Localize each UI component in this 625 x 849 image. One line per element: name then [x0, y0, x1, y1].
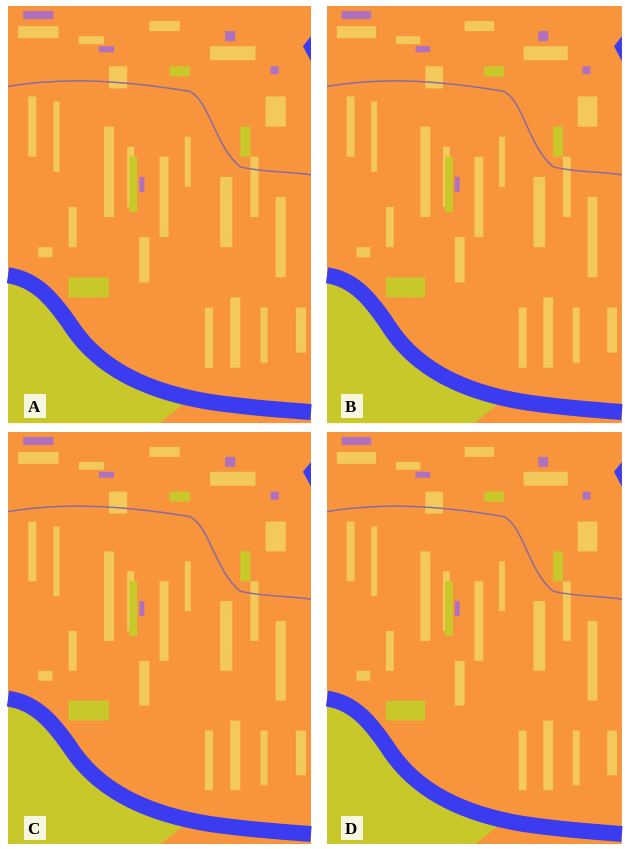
- panel-d: [327, 432, 622, 844]
- panel-a: [8, 6, 311, 423]
- panel-c: [8, 432, 311, 844]
- figure: A B C D: [0, 0, 625, 844]
- panel-label: B: [345, 397, 356, 416]
- page: A B C D (() => { const data = JSON.parse…: [0, 0, 625, 844]
- panel-label: C: [28, 819, 40, 838]
- panel-label: A: [28, 397, 41, 416]
- panel-b: [327, 6, 622, 423]
- panel-label: D: [345, 819, 357, 838]
